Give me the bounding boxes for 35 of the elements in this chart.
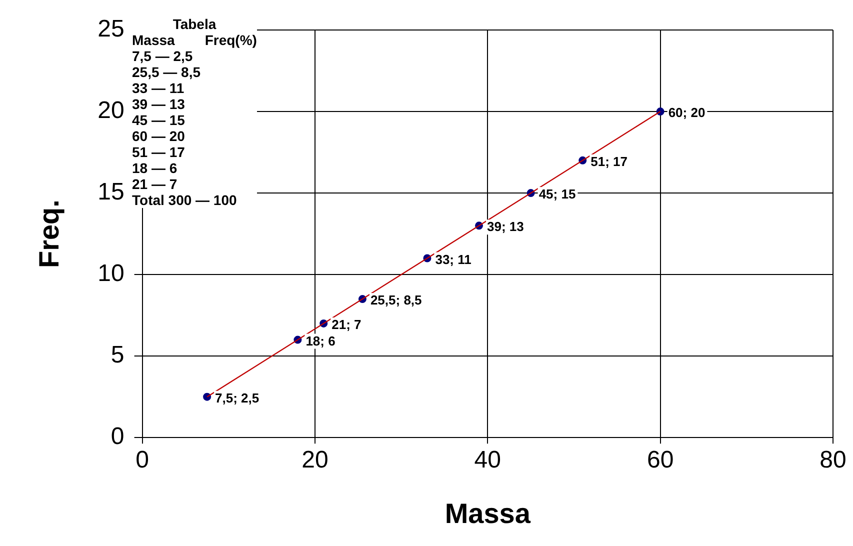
- data-label: 25,5; 8,5: [370, 292, 422, 308]
- data-label: 45; 15: [538, 186, 576, 202]
- annotation: 60 — 20: [132, 128, 186, 144]
- x-tick-label: 60: [646, 446, 674, 474]
- annotation: 18 — 6: [132, 160, 178, 176]
- y-axis-title: Freq.: [34, 200, 65, 268]
- y-tick-label: 5: [110, 342, 124, 369]
- annotation: 45 — 15: [132, 112, 186, 128]
- data-label: 33; 11: [435, 252, 472, 267]
- x-axis-title: Massa: [444, 498, 531, 529]
- annotation: 7,5 — 2,5: [132, 48, 194, 64]
- annotation: Freq(%): [204, 32, 257, 48]
- data-label: 7,5; 2,5: [215, 390, 260, 406]
- annotation: 33 — 11: [132, 80, 186, 96]
- data-label: 21; 7: [332, 317, 362, 332]
- y-tick-label: 0: [110, 423, 124, 450]
- annotation: 51 — 17: [132, 144, 186, 160]
- annotation: Massa: [132, 32, 175, 48]
- annotation: 25,5 — 8,5: [132, 64, 202, 80]
- y-tick-label: 20: [98, 97, 124, 124]
- x-tick-label: 40: [474, 446, 501, 474]
- data-label: 18; 6: [306, 333, 336, 348]
- data-label: 39; 13: [487, 219, 524, 234]
- annotation: 21 — 7: [132, 176, 178, 192]
- annotation: Total 300 — 100: [132, 192, 238, 208]
- data-label: 51; 17: [590, 154, 628, 170]
- y-tick-label: 10: [98, 260, 124, 288]
- y-tick-label: 25: [98, 16, 124, 43]
- data-label: 60; 20: [668, 105, 706, 120]
- x-tick-label: 0: [136, 446, 149, 474]
- y-tick-label: 15: [98, 178, 124, 206]
- annotation: 39 — 13: [132, 96, 186, 112]
- x-tick-label: 20: [302, 446, 328, 474]
- annotation: Tabela: [172, 16, 218, 32]
- x-tick-label: 80: [820, 446, 846, 474]
